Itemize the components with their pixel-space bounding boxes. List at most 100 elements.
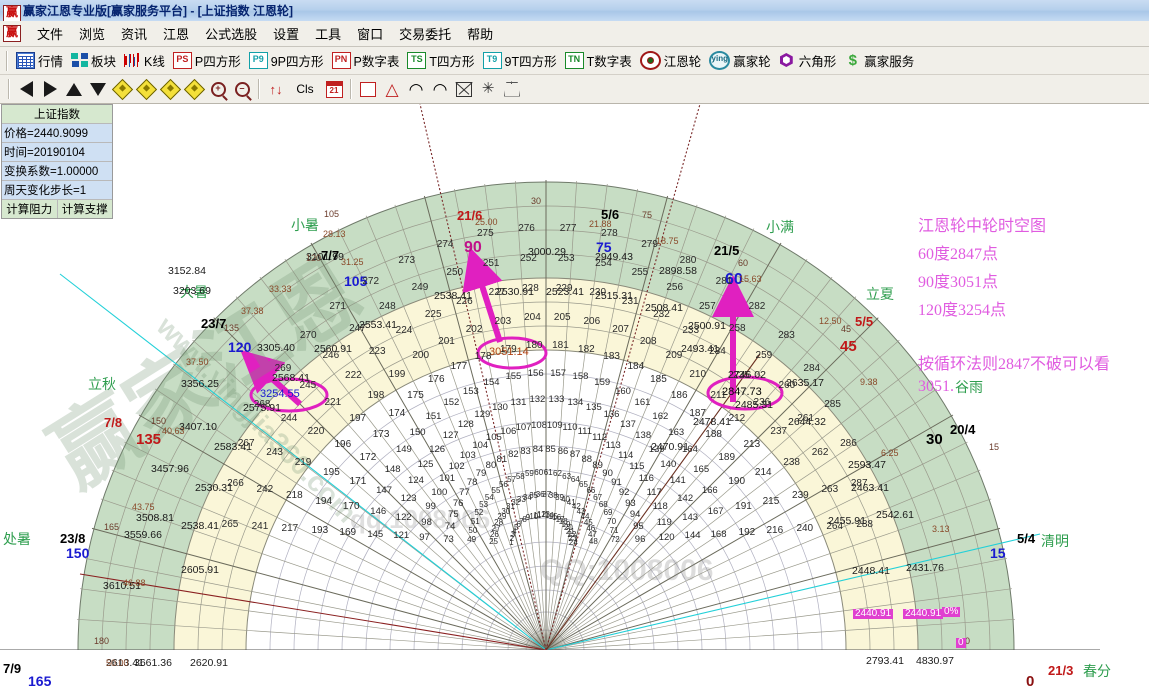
wheel-cell-number: 36 <box>535 490 545 500</box>
wheel-cell-number: 5 <box>514 523 519 533</box>
triangle-tool-button[interactable]: △ <box>380 78 404 100</box>
wheel-cell-number: 215 <box>762 495 780 507</box>
wheel-cell-number: 201 <box>438 335 455 347</box>
toolbar-button-t-number-table[interactable]: TN T数字表 <box>561 49 636 72</box>
info-panel-buttons: 计算阻力 计算支撑 <box>2 200 112 218</box>
toolbar-button-quote[interactable]: 行情 <box>12 49 67 72</box>
toolbar-button-gann-wheel[interactable]: 江恩轮 <box>636 49 706 72</box>
boxed-cross-tool-button[interactable] <box>452 78 476 100</box>
arc-left-tool-button[interactable]: ◠ <box>404 78 428 100</box>
wheel-cell-number: 115 <box>629 460 645 472</box>
wheel-cell-number: 40 <box>561 495 571 505</box>
calendar-button[interactable] <box>322 78 346 100</box>
menu-item-news[interactable]: 资讯 <box>121 27 148 42</box>
diamond-right-icon <box>135 78 157 100</box>
menu-item-trade[interactable]: 交易委托 <box>399 27 452 42</box>
degree-label-15: 15 <box>990 545 1006 561</box>
arrow-left-button[interactable] <box>14 78 38 100</box>
wheel-cell-number: 73 <box>443 533 454 545</box>
toolbar-label-t-square: T四方形 <box>429 55 475 69</box>
fan-tool-button[interactable] <box>500 78 524 100</box>
price-value: 2635.17 <box>786 377 824 389</box>
calc-resistance-button[interactable]: 计算阻力 <box>2 200 57 218</box>
diamond-left-button[interactable] <box>110 78 134 100</box>
arrow-right-button[interactable] <box>38 78 62 100</box>
wheel-cell-number: 112 <box>592 432 608 444</box>
wheel-cell-number: 90 <box>602 467 613 479</box>
ratio-value: 135 <box>224 323 240 333</box>
wheel-cell-number: 268 <box>253 399 271 411</box>
wheel-cell-number: 153 <box>462 385 479 397</box>
gann-wheel-chart[interactable]: 赢家江恩 www.yingjia360.com qq.1008006 QQ:10… <box>0 104 1149 690</box>
wheel-cell-number: 150 <box>409 426 426 438</box>
diamond-down-button[interactable] <box>182 78 206 100</box>
arrow-up-icon <box>66 82 82 96</box>
wheel-cell-number: 78 <box>466 476 478 488</box>
wheel-cell-number: 236 <box>753 396 771 408</box>
wheel-cell-number: 45 <box>583 517 593 527</box>
info-row-step: 周天变化步长=1 <box>2 181 112 200</box>
toolbar-button-blocks[interactable]: 板块 <box>67 49 120 72</box>
toolbar-button-kline[interactable]: K线 <box>120 49 169 72</box>
menu-item-browse[interactable]: 浏览 <box>79 27 106 42</box>
menu-item-settings[interactable]: 设置 <box>273 27 300 42</box>
menu-item-gann[interactable]: 江恩 <box>163 27 190 42</box>
wheel-cell-number: 31 <box>506 502 515 512</box>
price-value: 2538.41 <box>434 290 472 302</box>
degree-label-120: 120 <box>228 339 252 355</box>
menu-item-help[interactable]: 帮助 <box>467 27 494 42</box>
toolbar-button-hexagon[interactable]: 六角形 <box>775 49 841 72</box>
toolbar-button-winner-service[interactable]: $ 赢家服务 <box>840 49 918 72</box>
zoom-out-button[interactable]: – <box>230 78 254 100</box>
wheel-cell-number: 187 <box>689 408 707 420</box>
toolbar-button-9t-square[interactable]: T9 9T四方形 <box>479 49 561 72</box>
gann-wheel-icon <box>639 51 661 70</box>
wheel-cell-number: 225 <box>424 308 442 320</box>
arrow-down-button[interactable] <box>86 78 110 100</box>
date-label-2308: 23/8 <box>60 531 86 546</box>
menu-item-tools[interactable]: 工具 <box>315 27 342 42</box>
toolbar-button-p-number-table[interactable]: PN P数字表 <box>328 49 404 72</box>
toolbar-button-winner-wheel[interactable]: ying 赢家轮 <box>705 49 775 72</box>
price-value: 2470.91 <box>651 441 689 453</box>
price-value: 2493.41 <box>681 343 719 355</box>
wheel-cell-number: 20 <box>563 523 573 533</box>
ratio-value: 150 <box>151 416 167 426</box>
toolbar-button-t-square[interactable]: TS T四方形 <box>403 49 478 72</box>
dollar-service-icon: $ <box>848 52 857 69</box>
wheel-cell-number: 117 <box>646 486 662 498</box>
center-highlight-value: 2440.91 <box>903 608 944 619</box>
cls-button[interactable]: Cls <box>288 78 322 100</box>
wheel-cell-number: 190 <box>728 475 746 487</box>
wheel-cell-number: 156 <box>527 368 544 380</box>
toolbar-button-p-square[interactable]: PS P四方形 <box>169 49 245 72</box>
diamond-up-button[interactable] <box>158 78 182 100</box>
highlight-circles <box>249 336 784 413</box>
wheel-cell-number: 213 <box>743 439 761 451</box>
menu-item-file[interactable]: 文件 <box>37 27 64 42</box>
wheel-cell-number: 130 <box>492 401 508 413</box>
star-tool-button[interactable]: ✳ <box>476 78 500 100</box>
wheel-cell-number: 243 <box>266 447 283 459</box>
wheel-cell-number: 231 <box>621 295 639 307</box>
zoom-in-button[interactable]: + <box>206 78 230 100</box>
diamond-right-button[interactable] <box>134 78 158 100</box>
rectangle-tool-button[interactable] <box>356 78 380 100</box>
calc-support-button[interactable]: 计算支撑 <box>56 200 112 218</box>
toolbar-button-9p-square[interactable]: P9 9P四方形 <box>245 49 328 72</box>
wheel-cell-number: 103 <box>459 449 476 461</box>
wheel-cell-number: 42 <box>571 502 581 512</box>
menu-item-formula-stock[interactable]: 公式选股 <box>205 27 258 42</box>
ratio-value: 120 <box>306 253 322 263</box>
arc-right-tool-button[interactable]: ◠ <box>428 78 452 100</box>
winner-wheel-icon: ying <box>709 51 731 70</box>
price-value: 2583.41 <box>214 441 252 453</box>
price-value: 2593.47 <box>848 459 886 471</box>
menu-item-window[interactable]: 窗口 <box>357 27 384 42</box>
arrow-up-button[interactable] <box>62 78 86 100</box>
wheel-cell-number: 242 <box>256 483 274 495</box>
toolbar-label-hexagon: 六角形 <box>798 55 837 69</box>
wheel-cell-number: 200 <box>412 350 430 362</box>
vertical-scale-button[interactable]: ↑↓ <box>264 78 288 100</box>
wheel-cell-number: 83 <box>520 445 531 457</box>
